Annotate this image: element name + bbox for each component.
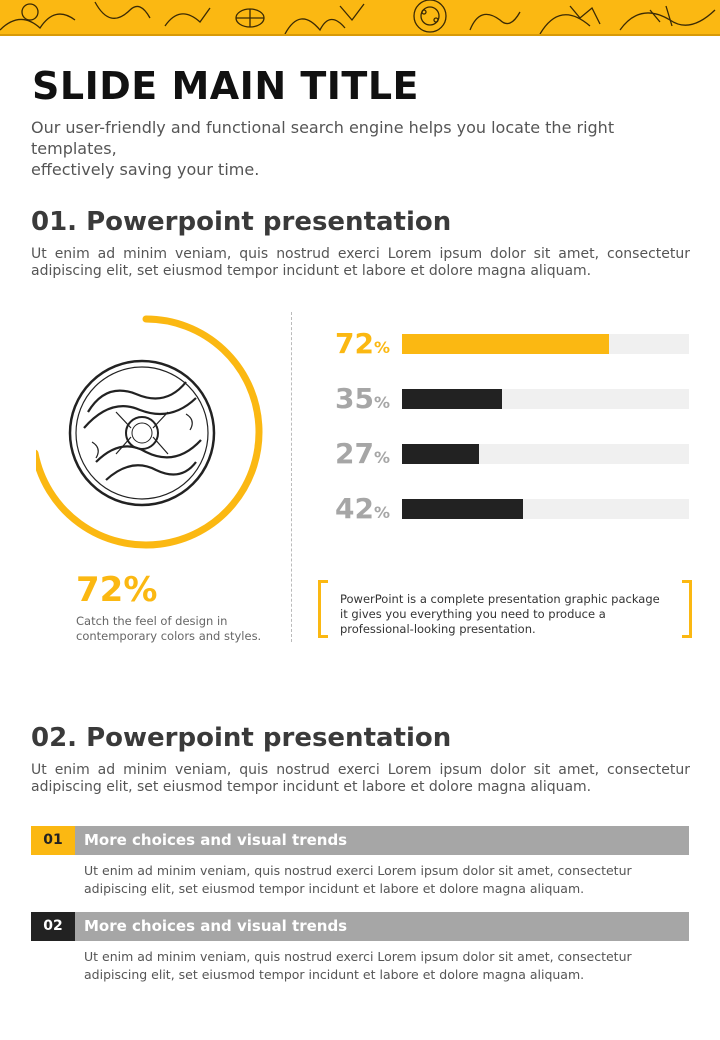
- bar-value: 35: [335, 382, 374, 415]
- bar-fill: [402, 389, 503, 409]
- bar-value: 72: [335, 327, 374, 360]
- subtitle-line: effectively saving your time.: [31, 160, 260, 179]
- section1-heading: 01. Powerpoint presentation: [31, 207, 452, 237]
- list-item-title: More choices and visual trends: [84, 917, 348, 935]
- section2-heading: 02. Powerpoint presentation: [31, 723, 452, 753]
- list-item-body: Ut enim ad minim veniam, quis nostrud ex…: [84, 862, 644, 898]
- bar-row: 35%: [330, 384, 690, 414]
- list-item-header: 02 More choices and visual trends: [31, 912, 689, 941]
- bar-label: 42%: [330, 494, 390, 528]
- donut-pastry-icon: [68, 359, 216, 507]
- progress-ring: [36, 315, 263, 549]
- bar-fill: [402, 499, 523, 519]
- section2-body: Ut enim ad minim veniam, quis nostrud ex…: [31, 762, 690, 795]
- progress-ring-arc: [36, 315, 263, 549]
- bar-unit: %: [373, 503, 390, 522]
- left-bracket: [318, 580, 328, 638]
- right-bracket: [682, 580, 692, 638]
- callout-line: PowerPoint is a complete presentation gr…: [340, 592, 660, 606]
- bar-fill: [402, 444, 480, 464]
- bar-unit: %: [373, 448, 390, 467]
- bar-row: 72%: [330, 329, 690, 359]
- list-body-line: adipiscing elit, set eiusmod tempor inci…: [84, 967, 585, 982]
- caption-line: Catch the feel of design in: [76, 614, 228, 628]
- list-item-body: Ut enim ad minim veniam, quis nostrud ex…: [84, 948, 644, 984]
- callout-line: professional-looking presentation.: [340, 622, 536, 636]
- bar-track: [402, 334, 689, 354]
- callout-box: PowerPoint is a complete presentation gr…: [318, 580, 692, 638]
- bar-row: 42%: [330, 494, 690, 524]
- donut-caption: Catch the feel of design in contemporary…: [76, 614, 276, 644]
- bar-fill: [402, 334, 609, 354]
- list-number-badge: 01: [31, 826, 75, 855]
- callout-text: PowerPoint is a complete presentation gr…: [340, 592, 670, 637]
- subtitle-line: Our user-friendly and functional search …: [31, 118, 615, 158]
- bar-value: 27: [335, 437, 374, 470]
- page-title: SLIDE MAIN TITLE: [32, 64, 419, 108]
- section1-body: Ut enim ad minim veniam, quis nostrud ex…: [31, 246, 690, 279]
- bar-unit: %: [373, 338, 390, 357]
- list-number-badge: 02: [31, 912, 75, 941]
- list-item-title: More choices and visual trends: [84, 831, 348, 849]
- bar-value: 42: [335, 492, 374, 525]
- list-body-line: Ut enim ad minim veniam, quis nostrud ex…: [84, 949, 632, 964]
- donut-percentage: 72%: [76, 570, 158, 610]
- callout-line: it gives you everything you need to prod…: [340, 607, 606, 621]
- bar-row: 27%: [330, 439, 690, 469]
- list-item-header: 01 More choices and visual trends: [31, 826, 689, 855]
- bar-unit: %: [373, 393, 390, 412]
- list-body-line: Ut enim ad minim veniam, quis nostrud ex…: [84, 863, 632, 878]
- bar-track: [402, 444, 689, 464]
- bar-label: 27%: [330, 439, 390, 473]
- dashed-divider: [291, 312, 292, 642]
- page-subtitle: Our user-friendly and functional search …: [31, 117, 691, 180]
- food-sketch-pattern-icon: [0, 0, 716, 34]
- header-banner: [0, 0, 720, 36]
- caption-line: contemporary colors and styles.: [76, 629, 262, 643]
- bar-track: [402, 389, 689, 409]
- list-body-line: adipiscing elit, set eiusmod tempor inci…: [84, 881, 585, 896]
- bar-label: 35%: [330, 384, 390, 418]
- bar-label: 72%: [330, 329, 390, 363]
- bar-track: [402, 499, 689, 519]
